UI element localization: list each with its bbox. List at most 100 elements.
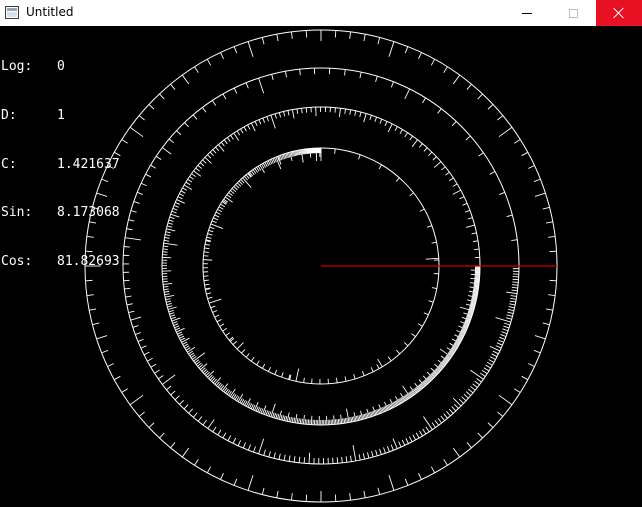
- close-button[interactable]: [596, 0, 642, 26]
- scale-tick: [274, 113, 277, 119]
- minimize-button[interactable]: [504, 0, 550, 26]
- scale-tick: [256, 166, 260, 172]
- scale-tick: [162, 248, 168, 250]
- scale-tick: [226, 389, 231, 395]
- scale-tick: [205, 288, 211, 290]
- scale-tick: [222, 432, 227, 439]
- scale-tick: [240, 128, 244, 134]
- scale-tick: [423, 380, 428, 386]
- scale-tick: [528, 363, 535, 367]
- scale-tick: [219, 323, 225, 327]
- scale-tick: [175, 202, 181, 205]
- scale-tick: [372, 406, 377, 416]
- scale-tick: [193, 352, 206, 362]
- scale-tick: [411, 139, 418, 148]
- scale-tick: [261, 487, 265, 495]
- scale-tick: [215, 211, 221, 215]
- scale-tick: [257, 407, 261, 413]
- scale-tick: [449, 350, 455, 354]
- scale-tick: [428, 300, 434, 303]
- scale-tick: [499, 191, 505, 195]
- scale-tick: [138, 411, 145, 417]
- app-window-icon[interactable]: [5, 6, 19, 19]
- scale-tick: [233, 186, 238, 191]
- scale-tick: [176, 199, 185, 204]
- scale-tick: [458, 398, 464, 404]
- scale-tick: [244, 400, 248, 406]
- scale-tick: [459, 196, 465, 200]
- scale-tick: [283, 415, 286, 421]
- scale-tick: [204, 247, 210, 250]
- scale-tick: [403, 395, 407, 401]
- scale-tick: [428, 151, 433, 156]
- scale-tick: [155, 155, 162, 160]
- scale-tick: [460, 321, 469, 326]
- scale-tick: [258, 407, 262, 413]
- scale-tick: [162, 374, 176, 385]
- scale-tick: [256, 360, 260, 366]
- scale-tick: [125, 295, 132, 298]
- scale-tick: [170, 316, 176, 320]
- scale-tick: [361, 370, 365, 376]
- scale-tick: [222, 93, 227, 100]
- title-bar[interactable]: Untitled: [0, 0, 642, 26]
- scale-tick: [126, 228, 133, 231]
- scale-tick: [465, 135, 471, 141]
- scale-tick: [470, 303, 476, 306]
- scale-tick: [344, 69, 346, 76]
- scale-tick: [379, 118, 383, 124]
- scale-tick: [375, 76, 378, 83]
- scale-tick: [124, 237, 141, 241]
- scale-tick: [171, 317, 181, 322]
- scale-tick: [215, 146, 220, 152]
- scale-tick: [220, 203, 226, 208]
- scale-tick: [353, 374, 356, 380]
- scale-tick: [193, 412, 198, 418]
- scale-tick: [210, 305, 216, 309]
- scale-tick: [273, 452, 276, 459]
- scale-tick: [502, 328, 509, 332]
- scale-tick: [409, 386, 416, 395]
- scale-tick: [371, 451, 374, 458]
- scale-tick: [258, 77, 265, 94]
- scale-tick: [258, 119, 262, 125]
- scale-tick: [422, 375, 430, 383]
- scale-tick: [291, 109, 295, 119]
- scale-tick: [388, 41, 395, 57]
- scale-tick: [281, 415, 285, 421]
- scale-tick: [467, 299, 477, 303]
- scale-tick: [164, 237, 170, 239]
- scale-tick: [273, 413, 277, 419]
- scale-tick: [167, 305, 173, 308]
- scale-tick: [448, 408, 454, 414]
- scale-tick: [197, 362, 202, 367]
- scale-tick: [542, 206, 550, 210]
- scale-tick: [444, 357, 450, 361]
- scale-tick: [228, 391, 232, 396]
- scale-tick: [278, 453, 281, 460]
- scale-tick: [206, 236, 212, 239]
- scale-tick: [458, 325, 467, 331]
- scale-tick: [92, 322, 100, 326]
- scale-tick: [469, 307, 475, 310]
- scale-tick: [443, 413, 448, 419]
- scale-tick: [192, 356, 197, 360]
- scale-tick: [214, 377, 222, 385]
- scale-tick: [232, 394, 237, 399]
- scale-tick: [207, 154, 212, 159]
- scale-tick: [389, 398, 395, 408]
- scale-tick: [223, 139, 228, 145]
- scale-tick: [465, 317, 471, 320]
- readout-row-d: D: 1: [1, 108, 120, 124]
- scale-tick: [203, 251, 209, 253]
- scale-tick: [287, 152, 291, 158]
- scale-tick: [452, 397, 462, 407]
- scale-tick: [184, 345, 190, 349]
- scale-tick: [359, 72, 362, 79]
- scale-tick: [466, 314, 472, 318]
- scale-tick: [286, 412, 290, 422]
- minimize-icon: [522, 12, 532, 14]
- scale-tick: [299, 69, 301, 76]
- scale-tick: [434, 368, 440, 373]
